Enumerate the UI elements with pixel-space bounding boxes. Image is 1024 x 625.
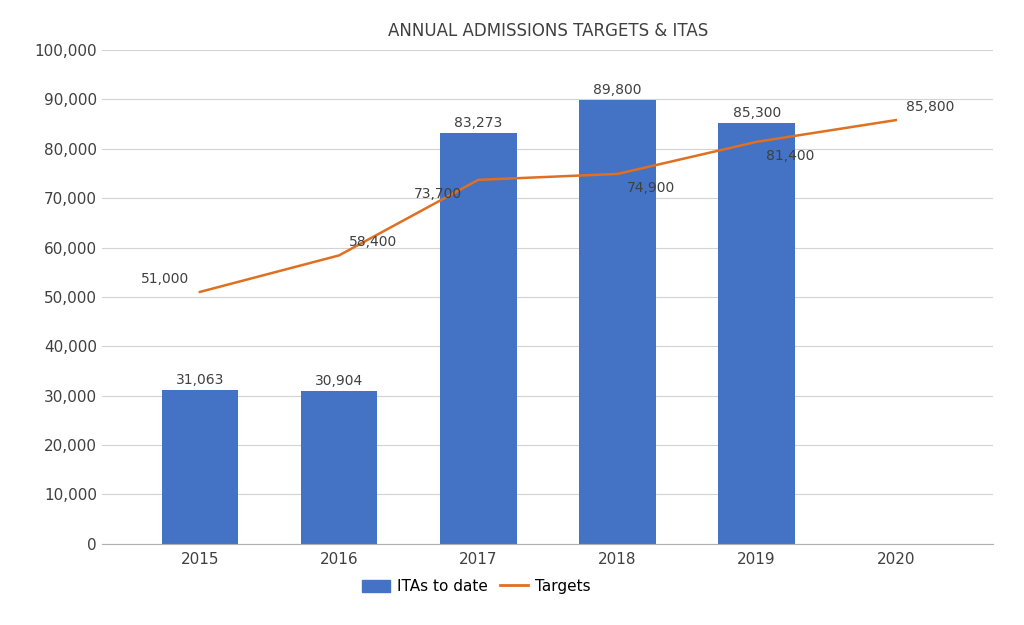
Title: ANNUAL ADMISSIONS TARGETS & ITAS: ANNUAL ADMISSIONS TARGETS & ITAS <box>388 22 708 40</box>
Bar <box>162 391 239 544</box>
Text: 81,400: 81,400 <box>766 149 815 162</box>
Text: 85,800: 85,800 <box>905 100 954 114</box>
Text: 30,904: 30,904 <box>315 374 364 388</box>
Legend: ITAs to date, Targets: ITAs to date, Targets <box>356 573 597 600</box>
Text: 73,700: 73,700 <box>414 187 462 201</box>
Bar <box>580 101 655 544</box>
Text: 89,800: 89,800 <box>593 83 642 98</box>
Bar <box>301 391 377 544</box>
Bar <box>719 122 795 544</box>
Text: 58,400: 58,400 <box>349 236 397 249</box>
Text: 85,300: 85,300 <box>732 106 780 119</box>
Bar <box>440 132 516 544</box>
Text: 83,273: 83,273 <box>454 116 503 129</box>
Text: 51,000: 51,000 <box>141 272 189 286</box>
Text: 74,900: 74,900 <box>627 181 676 194</box>
Text: 31,063: 31,063 <box>176 373 224 388</box>
